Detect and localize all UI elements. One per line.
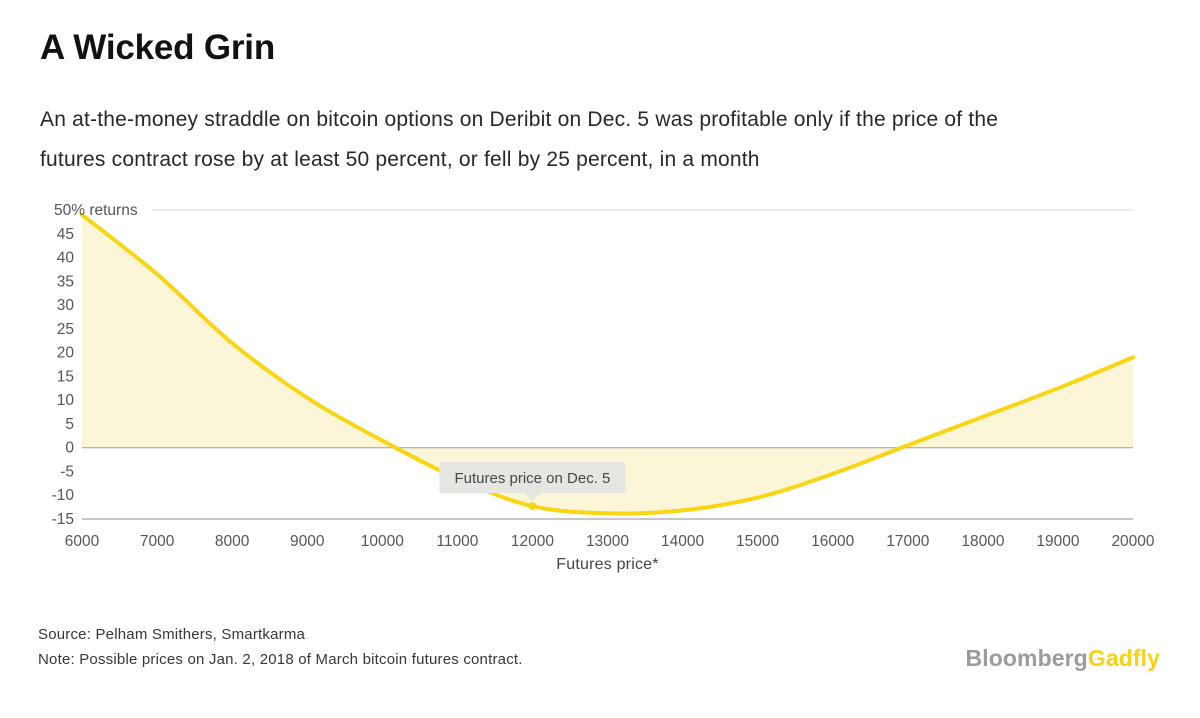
x-axis-tick-label: 20000 xyxy=(1111,533,1154,550)
source-text: Source: Pelham Smithers, Smartkarma xyxy=(38,626,306,643)
y-axis-tick-label: 40 xyxy=(57,250,75,267)
y-axis-tick-label: 25 xyxy=(57,321,74,338)
x-axis-tick-label: 15000 xyxy=(736,533,779,550)
subtitle-line-1: An at-the-money straddle on bitcoin opti… xyxy=(40,108,999,131)
page-title: A Wicked Grin xyxy=(40,28,276,67)
x-axis-tick-label: 10000 xyxy=(361,533,404,550)
x-axis-tick-label: 11000 xyxy=(436,533,478,550)
chart-subtitle: An at-the-money straddle on bitcoin opti… xyxy=(40,100,998,180)
x-axis-tick-label: 9000 xyxy=(290,533,325,550)
y-axis-tick-label: 35 xyxy=(57,273,74,290)
x-axis-tick-label: 12000 xyxy=(511,533,554,550)
x-axis-tick-label: 19000 xyxy=(1036,533,1079,550)
subtitle-line-2: futures contract rose by at least 50 per… xyxy=(40,148,760,171)
y-axis-tick-label: 50% returns xyxy=(54,202,138,219)
note-text: Note: Possible prices on Jan. 2, 2018 of… xyxy=(38,651,523,668)
y-axis-tick-label: 20 xyxy=(57,345,75,362)
straddle-return-curve xyxy=(80,212,1135,516)
x-axis-tick-label: 13000 xyxy=(586,533,629,550)
y-axis-tick-label: -5 xyxy=(60,464,74,481)
gadfly-wordmark: Gadfly xyxy=(1087,645,1160,671)
bloomberg-wordmark: Bloomberg xyxy=(965,645,1088,671)
y-axis-tick-label: 0 xyxy=(65,440,74,457)
y-axis-tick-label: -10 xyxy=(52,487,75,504)
x-axis-tick-label: 7000 xyxy=(140,533,175,550)
y-axis-tick-label: 45 xyxy=(57,226,74,243)
x-axis-tick-label: 16000 xyxy=(811,533,854,550)
bloomberg-gadfly-logo: BloombergGadfly xyxy=(966,645,1160,672)
x-axis-title: Futures price* xyxy=(556,556,659,573)
y-axis-tick-label: 5 xyxy=(65,416,74,433)
tooltip-label: Futures price on Dec. 5 xyxy=(454,470,610,487)
curve-baseline-fill xyxy=(82,214,1133,514)
dec5-point-marker xyxy=(528,502,537,511)
x-axis-tick-label: 18000 xyxy=(961,533,1004,550)
futures-price-tooltip xyxy=(439,462,626,494)
x-axis-tick-label: 6000 xyxy=(65,533,100,550)
tooltip-pointer xyxy=(524,493,541,502)
y-axis-tick-label: 15 xyxy=(57,368,74,385)
x-axis-tick-label: 8000 xyxy=(215,533,250,550)
x-axis-tick-label: 17000 xyxy=(886,533,929,550)
x-axis-tick-label: 14000 xyxy=(661,533,704,550)
y-axis-tick-label: 30 xyxy=(57,297,75,314)
y-axis-tick-label: -15 xyxy=(52,511,74,528)
y-axis-tick-label: 10 xyxy=(57,392,75,409)
straddle-returns-line-chart: 50% returns 45 40 35 30 25 20 15 10 5 0 -5 -10 -15 600… xyxy=(52,202,1155,550)
